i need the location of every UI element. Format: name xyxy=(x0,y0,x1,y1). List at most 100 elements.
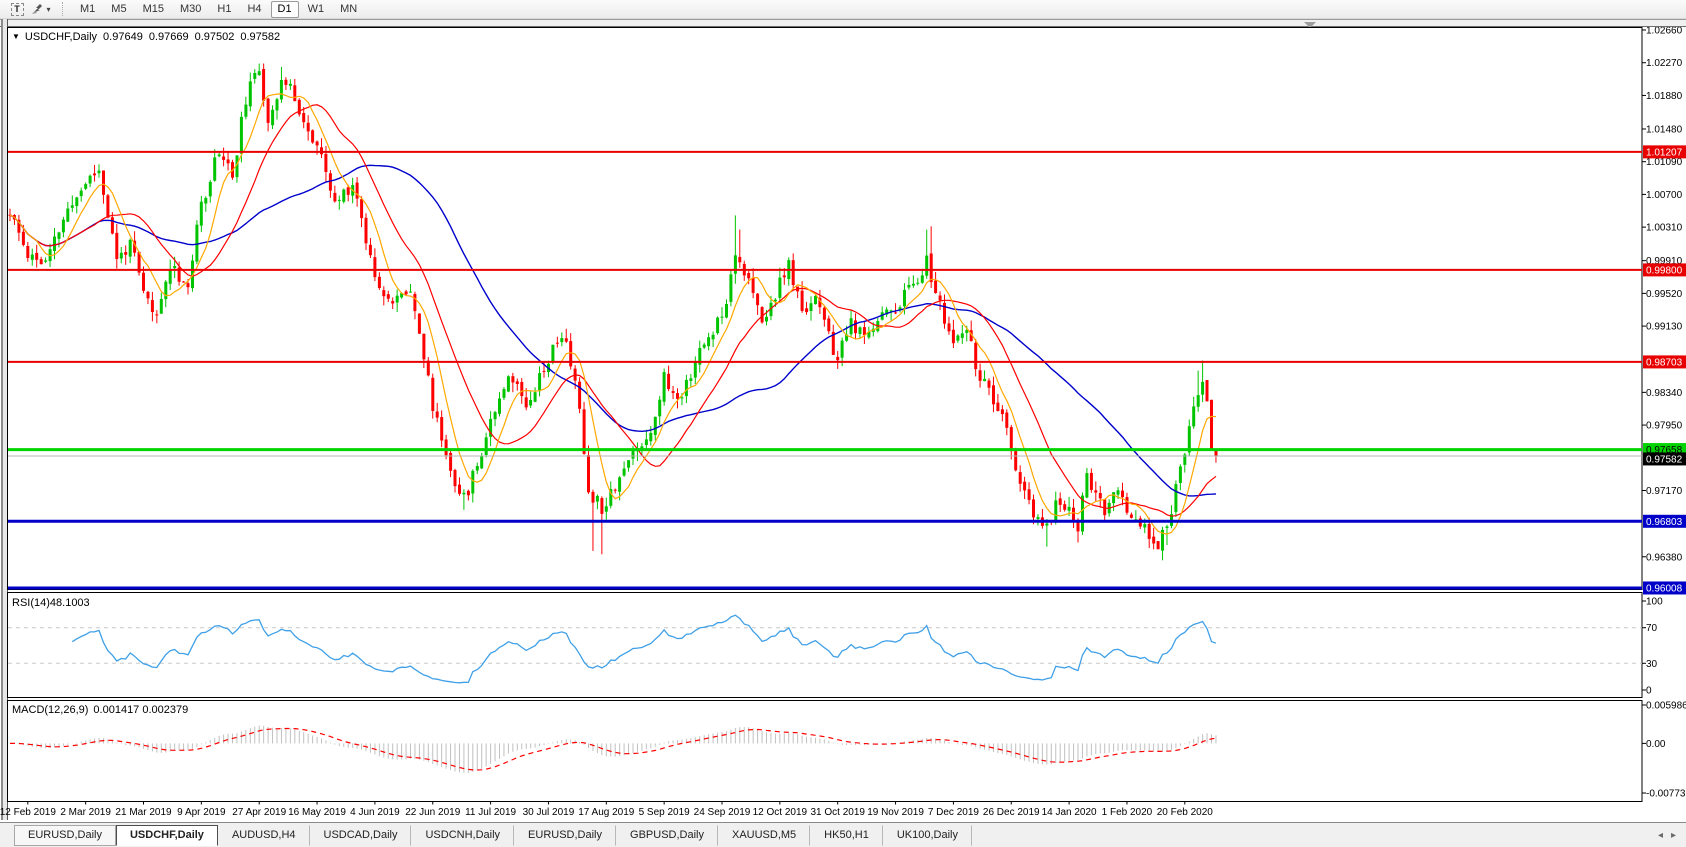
date-axis-label: 20 Feb 2020 xyxy=(1157,807,1214,818)
price-axis-label: 0.97950 xyxy=(1646,421,1683,432)
candles xyxy=(8,63,1218,561)
chart-tab-4-usdcnh-daily[interactable]: USDCNH,Daily xyxy=(411,824,515,846)
macd-axis-label: 0.005986 xyxy=(1646,701,1686,712)
macd-axis-label: -0.007737 xyxy=(1646,789,1686,800)
pane-frame-0 xyxy=(7,27,1643,590)
timeframe-button-m30[interactable]: M30 xyxy=(179,3,202,15)
symbol-period-label: USDCHF,Daily xyxy=(24,31,98,43)
timeframe-button-group: M1 M5 M15 M30 H1 H4 D1 W1 MN xyxy=(72,0,365,18)
chart-tab-1-usdchf-daily[interactable]: USDCHF,Daily xyxy=(115,824,218,846)
pane-frame-2 xyxy=(7,700,1643,802)
date-axis-label: 14 Jan 2020 xyxy=(1042,807,1097,818)
timeframe-button-m1[interactable]: M1 xyxy=(80,3,96,15)
price-level-badge xyxy=(1643,581,1686,595)
rsi-line xyxy=(71,614,1217,684)
timeframe-button-mn[interactable]: MN xyxy=(340,3,358,15)
date-axis-label: 17 Aug 2019 xyxy=(578,807,635,818)
chart-top-strip xyxy=(0,19,1686,28)
timeframe-button-w1[interactable]: W1 xyxy=(307,3,325,15)
timeframe-button-d1[interactable]: D1 xyxy=(270,0,299,18)
timeframe-button-h1[interactable]: H1 xyxy=(217,3,232,15)
chart-tabs: EURUSD,Daily USDCHF,Daily AUDUSD,H4 USDCAD,… xyxy=(14,824,972,846)
rsi-axis-label: 70 xyxy=(1646,623,1658,634)
chart-tab-8-hk50-h1[interactable]: HK50,H1 xyxy=(810,824,883,846)
price-level-badge-label: 1.01207 xyxy=(1646,147,1683,158)
tab-scroll-controls: ◂ ▸ xyxy=(1658,830,1676,841)
date-axis-label: 31 Oct 2019 xyxy=(810,807,865,818)
date-axis-label: 26 Dec 2019 xyxy=(983,807,1040,818)
price-level-badge xyxy=(1643,145,1686,159)
price-axis-label: 0.99520 xyxy=(1646,289,1683,300)
dropdown-caret-icon: ▾ xyxy=(46,4,51,14)
date-axis-label: 12 Oct 2019 xyxy=(753,807,808,818)
date-axis-label: 12 Feb 2019 xyxy=(0,807,56,818)
rsi-value: 48.1003 xyxy=(49,597,90,609)
rsi-axis-label: 30 xyxy=(1646,659,1658,670)
chart-shift-marker-icon[interactable] xyxy=(1304,22,1316,28)
rsi-name: RSI(14) xyxy=(12,597,50,609)
date-axis-label: 9 Apr 2019 xyxy=(177,807,226,818)
date-axis-label: 7 Dec 2019 xyxy=(928,807,980,818)
chart-tab-3-usdcad-daily[interactable]: USDCAD,Daily xyxy=(310,824,412,846)
chart-tab-5-eurusd-daily[interactable]: EURUSD,Daily xyxy=(514,824,617,846)
ma-mid-line xyxy=(9,104,1217,517)
ma-fast-line xyxy=(9,93,1217,535)
price-chart-canvas[interactable]: 1.02660 1.02270 1.01880 1.01480 1.01090 1.007… xyxy=(0,27,1686,820)
price-level-badge-label: 0.96008 xyxy=(1646,583,1683,594)
price-axis-label: 0.98340 xyxy=(1646,388,1683,399)
macd-values: 0.001417 0.002379 xyxy=(93,704,189,716)
text-tool-button[interactable]: T xyxy=(6,0,28,18)
price-axis-label: 0.97170 xyxy=(1646,486,1683,497)
current-price-badge xyxy=(1643,452,1686,466)
chart-tab-2-audusd-h4[interactable]: AUDUSD,H4 xyxy=(218,824,310,846)
price-axis-label: 1.02660 xyxy=(1646,27,1683,37)
date-axis-label: 27 Apr 2019 xyxy=(232,807,286,818)
ma-slow-line xyxy=(9,164,1217,497)
text-tool-icon: T xyxy=(10,2,24,16)
macd-indicator-label: MACD(12,26,9) 0.001417 0.002379 xyxy=(12,704,188,716)
date-axis-label: 5 Sep 2019 xyxy=(639,807,691,818)
quote-high: 0.97669 xyxy=(148,31,189,43)
price-axis-label: 1.01880 xyxy=(1646,91,1683,102)
macd-axis-label: 0.00 xyxy=(1646,739,1666,750)
price-level-badge-label: 0.98703 xyxy=(1646,357,1683,368)
chart-tab-bar: EURUSD,Daily USDCHF,Daily AUDUSD,H4 USDCAD,… xyxy=(0,822,1686,847)
timeframe-button-h4[interactable]: H4 xyxy=(247,3,262,15)
price-axis-label: 0.99910 xyxy=(1646,256,1683,267)
date-axis-label: 19 Nov 2019 xyxy=(867,807,924,818)
tab-scroll-right-icon[interactable]: ▸ xyxy=(1670,829,1676,841)
chart-tab-0-eurusd-daily[interactable]: EURUSD,Daily xyxy=(14,824,116,846)
price-axis-label: 1.00310 xyxy=(1646,223,1683,234)
quote-low: 0.97502 xyxy=(194,31,235,43)
price-level-badge xyxy=(1643,263,1686,277)
price-level-badge-label: 0.97658 xyxy=(1646,445,1683,456)
price-axis-label: 1.01090 xyxy=(1646,157,1683,168)
date-axis-label: 16 May 2019 xyxy=(288,807,346,818)
date-axis-label: 22 Jun 2019 xyxy=(405,807,460,818)
tab-scroll-left-icon[interactable]: ◂ xyxy=(1657,829,1663,841)
price-axis-label: 0.99130 xyxy=(1646,322,1683,333)
price-level-badge-label: 0.96803 xyxy=(1646,517,1683,528)
timeframe-button-m15[interactable]: M15 xyxy=(142,3,164,15)
price-axis-label: 1.02270 xyxy=(1646,58,1683,69)
price-axis-label: 0.96380 xyxy=(1646,552,1683,563)
collapse-indicator-icon[interactable]: ▼ xyxy=(12,32,20,41)
toolbar-separator xyxy=(62,2,64,16)
date-axis-label: 2 Mar 2019 xyxy=(60,807,111,818)
macd-name: MACD(12,26,9) xyxy=(12,704,89,716)
chart-tab-6-gbpusd-daily[interactable]: GBPUSD,Daily xyxy=(616,824,718,846)
quote-open: 0.97649 xyxy=(103,31,143,43)
top-toolbar: T ▾ M1 M5 M15 M30 H1 H4 D1 W1 MN xyxy=(0,0,1686,19)
arrows-tool-button[interactable]: ▾ xyxy=(30,0,52,18)
chart-tab-9-uk100-daily[interactable]: UK100,Daily xyxy=(883,824,972,846)
rsi-axis-label: 0 xyxy=(1646,686,1652,697)
chart-tab-7-xauusd-m5[interactable]: XAUUSD,M5 xyxy=(718,824,811,846)
cascade-arrows-icon xyxy=(32,4,43,14)
price-level-badge-label: 0.99800 xyxy=(1646,265,1683,276)
chart-title: ▼ USDCHF,Daily 0.97649 0.97669 0.97502 0.9758… xyxy=(12,31,280,43)
rsi-axis-label: 100 xyxy=(1646,597,1663,608)
current-price-badge-label: 0.97582 xyxy=(1646,454,1683,465)
timeframe-button-m5[interactable]: M5 xyxy=(111,3,127,15)
date-axis-label: 30 Jul 2019 xyxy=(523,807,575,818)
